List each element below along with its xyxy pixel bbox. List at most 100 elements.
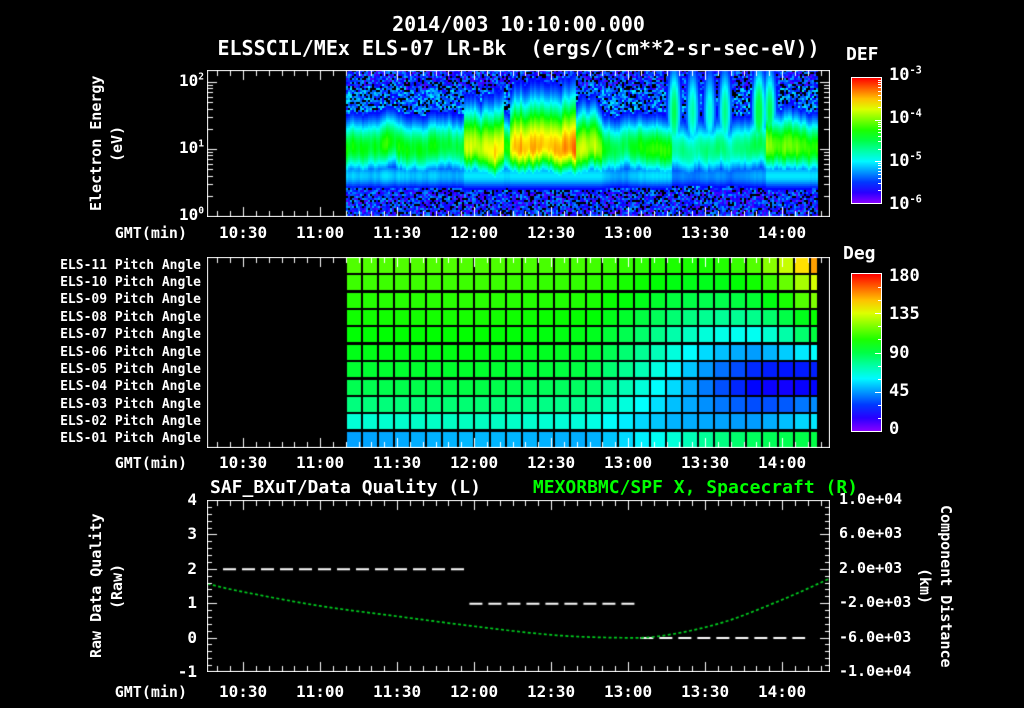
colorbar-tick (875, 119, 881, 121)
def-colorbar-title: DEF (846, 44, 879, 65)
colorbar-tick (878, 84, 881, 86)
time-tick-label: 13:00 (603, 682, 653, 701)
time-tick-label: 10:30 (218, 453, 268, 472)
colorbar-tick (878, 128, 881, 130)
def-colorbar (851, 77, 882, 204)
time-tick-label: 10:30 (218, 682, 268, 701)
pitch-row-label: ELS-04 Pitch Angle (60, 379, 201, 395)
quality-tick-label: 2 (187, 558, 197, 578)
time-tick-label: 14:00 (757, 453, 807, 472)
deg-colorbar-label: 135 (889, 304, 920, 325)
time-tick-label: 11:30 (372, 453, 422, 472)
gmt-axis-label-3: GMT(min) (114, 683, 187, 701)
pitch-row-label: ELS-06 Pitch Angle (60, 344, 201, 360)
pitch-row-label: ELS-05 Pitch Angle (60, 361, 201, 377)
quality-tick-label: 3 (187, 524, 197, 544)
time-tick-label: 11:00 (295, 453, 345, 472)
time-tick-label: 11:30 (372, 682, 422, 701)
gmt-axis-label-1: GMT(min) (114, 224, 187, 242)
quality-tick-label: 0 (187, 627, 197, 647)
pitch-row-label: ELS-09 Pitch Angle (60, 292, 201, 308)
colorbar-tick (878, 90, 881, 92)
colorbar-tick (878, 177, 881, 179)
time-tick-label: 12:00 (449, 223, 499, 242)
colorbar-tick (878, 132, 881, 134)
deg-colorbar-title: Deg (843, 243, 876, 264)
colorbar-tick (878, 404, 881, 406)
electron-energy-spectrogram-canvas (207, 70, 830, 217)
def-colorbar-label: 10-3 (889, 65, 922, 85)
colorbar-tick (878, 300, 881, 302)
energy-tick-label: 100 (178, 205, 204, 224)
colorbar-tick (878, 94, 881, 96)
plot-subtitle: ELSSCIL/MEx ELS-07 LR-Bk (ergs/(cm**2-sr… (217, 36, 820, 60)
quality-tick-label: 4 (187, 490, 197, 509)
time-tick-label: 11:30 (372, 223, 422, 242)
page-title: 2014/003 10:10:00.000 (392, 12, 645, 36)
def-colorbar-label: 10-5 (889, 151, 922, 171)
colorbar-tick (878, 107, 881, 109)
colorbar-tick (878, 141, 881, 143)
quality-series-title: SAF_BXuT/Data Quality (L) (210, 477, 481, 498)
colorbar-tick (878, 378, 881, 380)
colorbar-tick (878, 165, 881, 167)
colorbar-tick (878, 183, 881, 185)
time-tick-label: 11:00 (295, 223, 345, 242)
colorbar-tick (878, 167, 881, 169)
time-tick-label: 13:00 (603, 223, 653, 242)
time-tick-label: 14:00 (757, 223, 807, 242)
colorbar-tick (878, 287, 881, 289)
colorbar-tick (878, 326, 881, 328)
energy-tick-label: 101 (178, 138, 204, 157)
electron-energy-axis-label: Electron Energy (eV) (87, 75, 126, 212)
colorbar-tick (878, 365, 881, 367)
distance-tick-label: 1.0e+04 (839, 490, 903, 508)
distance-tick-label: -1.0e+04 (839, 662, 912, 680)
colorbar-tick (878, 190, 881, 192)
component-distance-axis-label: Component Distance (km) (916, 504, 955, 668)
gmt-axis-label-2: GMT(min) (114, 454, 187, 472)
colorbar-tick (875, 352, 881, 354)
time-tick-label: 13:30 (680, 223, 730, 242)
energy-tick-label: 102 (178, 71, 204, 90)
time-tick-label: 13:00 (603, 453, 653, 472)
colorbar-tick (878, 126, 881, 128)
colorbar-tick (878, 99, 881, 101)
time-tick-label: 12:00 (449, 682, 499, 701)
colorbar-tick (875, 391, 881, 393)
quality-tick-label: -1 (177, 662, 197, 681)
def-colorbar-label: 10-6 (889, 194, 922, 214)
pitch-row-label: ELS-10 Pitch Angle (60, 275, 201, 291)
quality-distance-line-canvas (207, 500, 830, 672)
colorbar-tick (875, 161, 881, 163)
colorbar-tick (878, 163, 881, 165)
time-tick-label: 10:30 (218, 223, 268, 242)
time-tick-label: 12:00 (449, 453, 499, 472)
spacecraft-series-title: MEXORBMC/SPF X, Spacecraft (R) (532, 477, 858, 498)
time-tick-label: 14:00 (757, 682, 807, 701)
deg-colorbar-label: 0 (889, 419, 900, 439)
time-tick-label: 13:30 (680, 682, 730, 701)
raw-data-quality-axis-label: Raw Data Quality (Raw) (87, 513, 126, 659)
pitch-row-label: ELS-07 Pitch Angle (60, 327, 201, 343)
colorbar-tick (878, 339, 881, 341)
colorbar-tick (875, 313, 881, 315)
colorbar-tick (878, 417, 881, 419)
distance-tick-label: 6.0e+03 (839, 524, 903, 543)
colorbar-tick (878, 123, 881, 125)
time-tick-label: 12:30 (526, 453, 576, 472)
colorbar-tick (878, 173, 881, 175)
deg-colorbar-label: 45 (889, 380, 910, 401)
pitch-row-label: ELS-03 Pitch Angle (60, 396, 201, 412)
distance-tick-label: -2.0e+03 (839, 593, 912, 612)
colorbar-tick (878, 79, 881, 81)
quality-tick-label: 1 (187, 593, 197, 613)
time-tick-label: 12:30 (526, 682, 576, 701)
distance-tick-label: -6.0e+03 (839, 627, 912, 646)
deg-colorbar (851, 273, 882, 432)
deg-colorbar-label: 90 (889, 342, 910, 363)
distance-tick-label: 2.0e+03 (839, 558, 903, 577)
pitch-row-label: ELS-08 Pitch Angle (60, 309, 201, 325)
def-colorbar-gradient (852, 78, 881, 203)
